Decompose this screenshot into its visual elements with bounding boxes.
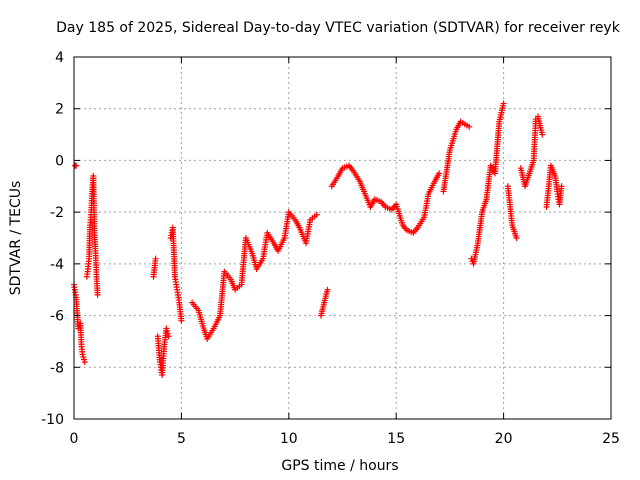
y-tick-label: -6 (50, 309, 64, 325)
data-point (466, 123, 473, 130)
data-point (513, 235, 520, 241)
x-axis-label: GPS time / hours (281, 458, 398, 474)
axis-ticks: 0 5 10 15 20 25 -10 -8 -6 -4 -2 0 2 4 (41, 50, 620, 447)
x-tick-label: 15 (387, 431, 405, 447)
data-point (500, 100, 507, 107)
grid-lines (74, 57, 611, 419)
data-point (539, 131, 546, 138)
y-tick-label: 2 (55, 102, 64, 118)
data-point (313, 211, 320, 218)
data-marks (71, 100, 565, 379)
data-point (178, 317, 185, 324)
y-tick-label: -8 (50, 360, 64, 376)
data-point (152, 255, 159, 262)
y-tick-label: 4 (55, 50, 64, 66)
x-tick-label: 20 (495, 431, 513, 447)
data-point (324, 286, 331, 293)
data-point (94, 291, 101, 298)
chart-title: Day 185 of 2025, Sidereal Day-to-day VTE… (56, 20, 621, 36)
y-tick-label: 0 (55, 153, 64, 169)
data-point (81, 359, 88, 366)
x-tick-label: 10 (280, 431, 298, 447)
y-axis-label: SDTVAR / TECUs (8, 181, 24, 296)
data-point (165, 333, 172, 340)
x-tick-label: 25 (602, 431, 620, 447)
y-tick-label: -2 (50, 205, 64, 221)
y-tick-label: -10 (41, 412, 64, 428)
y-tick-label: -4 (50, 257, 64, 273)
x-tick-label: 5 (177, 431, 186, 447)
plot-frame (73, 56, 612, 420)
data-point (436, 170, 443, 177)
data-point (558, 183, 565, 190)
x-tick-label: 0 (70, 431, 79, 447)
